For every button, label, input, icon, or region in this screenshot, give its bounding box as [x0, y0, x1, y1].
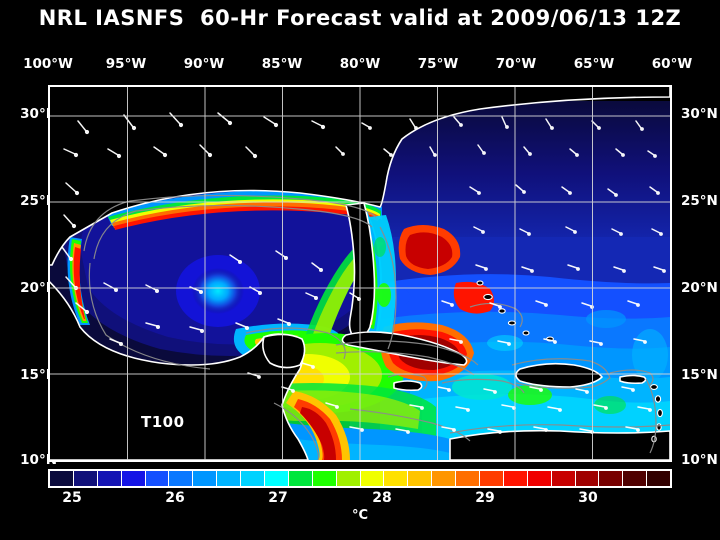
colorbar-unit-label: °C [351, 508, 369, 523]
colorbar-swatch [73, 471, 98, 486]
lat-tick-right-20n: 20°N [681, 280, 718, 296]
page-title: NRL IASNFS 60-Hr Forecast valid at 2009/… [38, 6, 682, 30]
lat-tick-right-30n: 30°N [681, 106, 718, 122]
field-label-t100: T100 [141, 413, 185, 431]
colorbar-tick-29: 29 [475, 490, 495, 506]
lat-tick-left-15n: 15°N [20, 367, 57, 383]
lon-tick-100w: 100°W [23, 56, 73, 72]
colorbar-swatch [384, 471, 409, 486]
colorbar-swatch [288, 471, 313, 486]
colorbar-tick-25: 25 [62, 490, 82, 506]
colorbar-swatch [575, 471, 600, 486]
colorbar-swatch [599, 471, 624, 486]
temperature-colorbar[interactable] [48, 469, 672, 488]
colorbar-swatch [647, 471, 671, 486]
colorbar-swatch [145, 471, 170, 486]
colorbar-swatch [503, 471, 528, 486]
lat-tick-left-20n: 20°N [20, 280, 57, 296]
lon-tick-65w: 65°W [573, 56, 615, 72]
colorbar-swatch [551, 471, 576, 486]
colorbar-swatch [408, 471, 433, 486]
lon-tick-80w: 80°W [339, 56, 381, 72]
colorbar-swatch [432, 471, 457, 486]
lon-tick-60w: 60°W [651, 56, 693, 72]
colorbar-swatch [336, 471, 361, 486]
sst-heatmap[interactable] [50, 87, 670, 460]
lat-tick-right-25n: 25°N [681, 193, 718, 209]
colorbar-swatch [456, 471, 481, 486]
colorbar-tick-30: 30 [578, 490, 598, 506]
lat-tick-left-30n: 30°N [20, 106, 57, 122]
colorbar-swatch [360, 471, 385, 486]
lon-tick-85w: 85°W [261, 56, 303, 72]
colorbar-swatch [217, 471, 242, 486]
colorbar-swatch [312, 471, 337, 486]
lat-tick-left-25n: 25°N [20, 193, 57, 209]
lon-tick-90w: 90°W [183, 56, 225, 72]
colorbar-swatch [480, 471, 504, 486]
lon-tick-75w: 75°W [417, 56, 459, 72]
lat-tick-left-10n: 10°N [20, 452, 57, 468]
colorbar-swatch [527, 471, 552, 486]
colorbar-swatch [623, 471, 648, 486]
map-frame: T100 [48, 85, 672, 462]
colorbar-tick-28: 28 [372, 490, 392, 506]
lon-tick-95w: 95°W [105, 56, 147, 72]
colorbar-swatch [265, 471, 289, 486]
colorbar-swatch [121, 471, 146, 486]
lat-tick-right-15n: 15°N [681, 367, 718, 383]
colorbar-swatch [50, 471, 74, 486]
colorbar-swatch [169, 471, 194, 486]
lat-tick-right-10n: 10°N [681, 452, 718, 468]
colorbar-swatch [241, 471, 266, 486]
colorbar-tick-27: 27 [268, 490, 288, 506]
colorbar-swatch [193, 471, 218, 486]
colorbar-tick-26: 26 [165, 490, 185, 506]
colorbar-swatch [97, 471, 122, 486]
lon-tick-70w: 70°W [495, 56, 537, 72]
